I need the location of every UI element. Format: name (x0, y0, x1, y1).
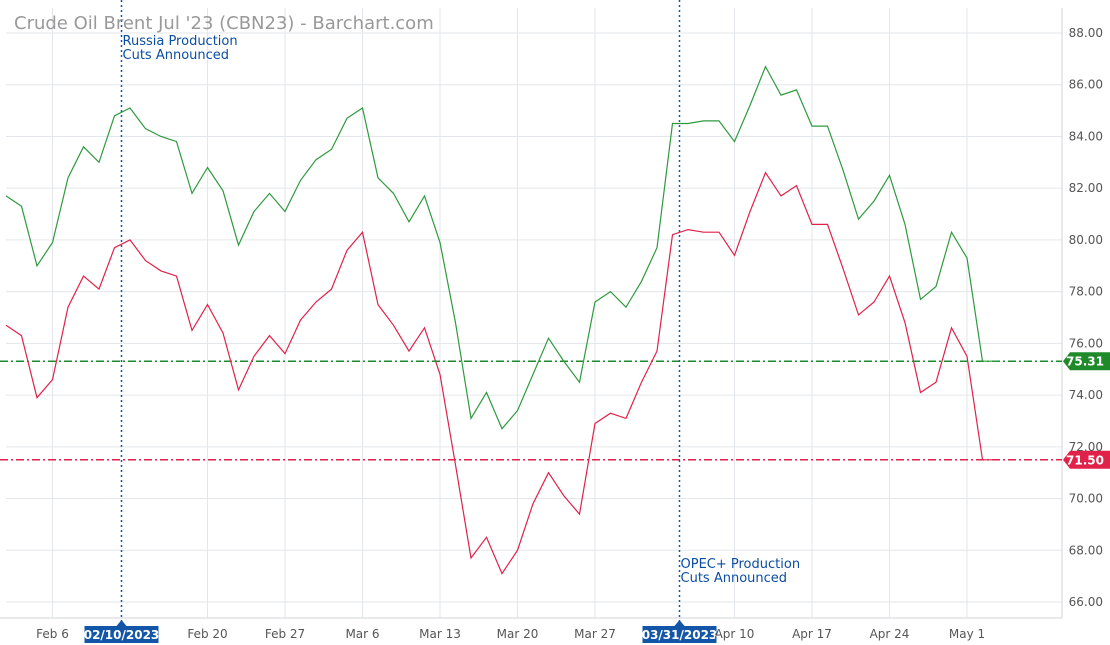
x-tick-label: Apr 17 (792, 627, 832, 641)
event-annotation: Cuts Announced (681, 571, 788, 586)
x-tick-label: Mar 27 (574, 627, 616, 641)
y-tick-label: 86.00 (1069, 78, 1103, 92)
grid (0, 8, 1063, 619)
event-annotation: Russia Production (123, 34, 238, 49)
y-tick-label: 88.00 (1069, 26, 1103, 40)
chart-title: Crude Oil Brent Jul '23 (CBN23) - Barcha… (14, 13, 434, 34)
event-date-badge (642, 626, 717, 643)
level-badge (1063, 450, 1110, 469)
event-date-pointer (674, 620, 685, 626)
x-axis: Feb 6 Feb 20 Feb 27 Mar 6 Mar 13 Mar 20 Mar 27… (36, 627, 985, 641)
series-line-1 (5, 171, 998, 575)
y-tick-label: 68.00 (1069, 543, 1103, 557)
x-tick-label: Mar 13 (419, 627, 461, 641)
event-date-label: 02/10/2023 (84, 628, 160, 642)
y-tick-label: 74.00 (1069, 388, 1103, 402)
x-tick-label: Mar 6 (345, 627, 379, 641)
y-tick-label: 84.00 (1069, 129, 1103, 143)
y-tick-label: 72.00 (1069, 440, 1103, 454)
event-date-badge (84, 626, 159, 643)
y-tick-label: 82.00 (1069, 181, 1103, 195)
price-levels: 75.31 71.50 (0, 352, 1110, 469)
y-tick-label: 76.00 (1069, 336, 1103, 350)
level-badge (1063, 352, 1110, 371)
x-tick-label: Feb 27 (265, 627, 305, 641)
x-tick-label: May 1 (949, 627, 985, 641)
event-annotation: OPEC+ Production (681, 557, 801, 572)
x-tick-label: Apr 10 (715, 627, 755, 641)
y-tick-label: 66.00 (1069, 595, 1103, 609)
y-tick-label: 78.00 (1069, 285, 1103, 299)
level-label: 71.50 (1066, 453, 1104, 467)
y-tick-label: 70.00 (1069, 492, 1103, 506)
event-annotation: Cuts Announced (123, 48, 230, 63)
event-date-label: 03/31/2023 (642, 628, 718, 642)
series-lines (5, 65, 998, 575)
y-axis: 66.00 68.00 70.00 72.00 74.00 76.00 78.00 80.00… (1069, 26, 1103, 609)
x-tick-label: Mar 20 (497, 627, 539, 641)
y-tick-label: 80.00 (1069, 233, 1103, 247)
event-date-pointer (116, 620, 127, 626)
series-line-0 (5, 65, 998, 430)
x-tick-label: Apr 24 (870, 627, 910, 641)
x-tick-label: Feb 20 (187, 627, 227, 641)
level-label: 75.31 (1066, 355, 1104, 369)
x-tick-label: Feb 6 (36, 627, 69, 641)
